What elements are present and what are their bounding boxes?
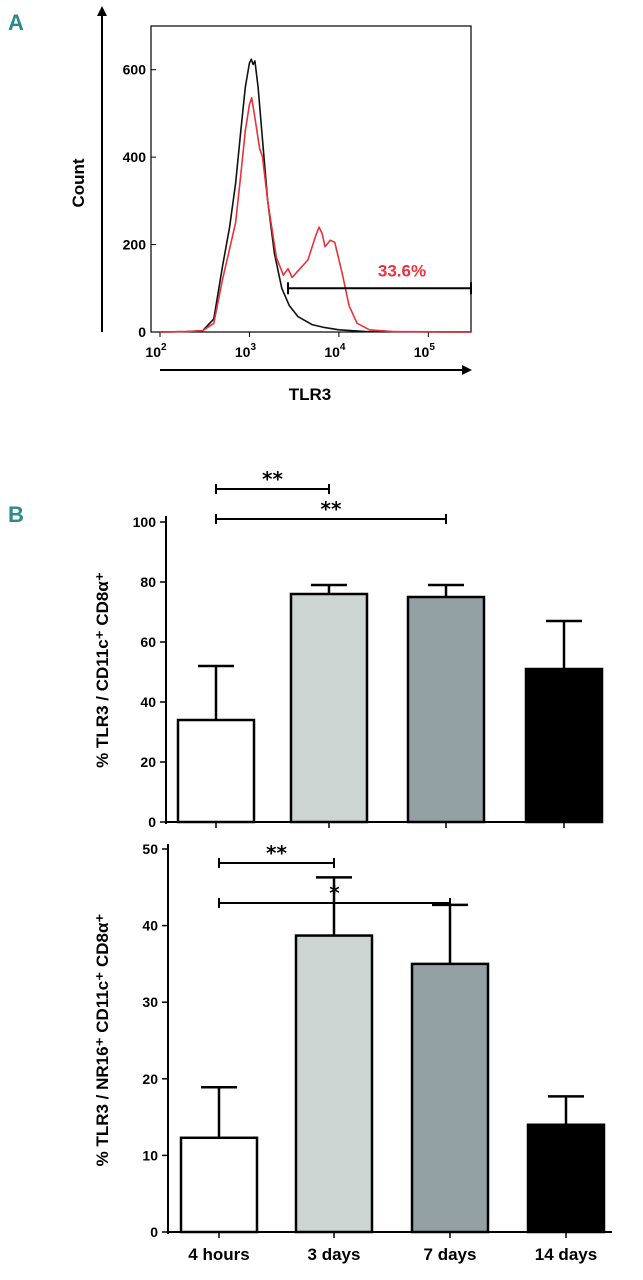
bar [406,595,486,824]
bar-y-tick-label: 40 [142,918,158,934]
bar-y-tick-label: 20 [142,1071,158,1087]
significance-stars: ** [262,467,283,491]
bar-y-tick-label: 10 [142,1147,158,1163]
bar-y-tick-label: 100 [133,514,157,530]
bar-category-label: 3 days [308,1245,361,1264]
significance-stars: ** [321,497,342,521]
histogram-y-tick-label: 200 [123,237,147,253]
bar1-y-label: % TLR3 / CD11c⁺ CD8α⁺ [93,572,112,768]
bar-y-tick-label: 0 [148,814,156,830]
histogram-panel: Count TLR3 0 200 400 600 102 103 104 105 33.6% [69,6,472,404]
bar [526,1123,606,1234]
bar2-y-label: % TLR3 / NR16⁺ CD11c⁺ CD8α⁺ [93,914,112,1167]
panel-letter-a: A [8,10,24,35]
histogram-y-tick-label: 600 [123,62,147,78]
histogram-frame [150,25,472,333]
histogram-y-tick-label: 400 [123,149,147,165]
significance-stars: * [329,881,340,905]
bar-category-label: 7 days [424,1245,477,1264]
histogram-x-tick-label: 105 [414,342,436,360]
bar [294,934,374,1234]
histogram-x-label: TLR3 [289,385,332,404]
bar [176,718,256,824]
bar-y-tick-label: 20 [140,754,156,770]
significance-stars: ** [266,841,287,865]
gate-percent-label: 33.6% [378,261,426,280]
bar [179,1136,259,1234]
bar [289,592,369,824]
bar-y-tick-label: 80 [140,574,156,590]
histogram-series-control [159,58,472,333]
histogram-x-tick-label: 104 [324,342,346,360]
bar-y-tick-label: 30 [142,994,158,1010]
histogram-x-tick-label: 102 [145,342,167,360]
bar-category-label: 14 days [535,1245,597,1264]
bar [524,667,604,824]
bar-category-label: 4 hours [188,1245,249,1264]
bar-chart-tlr3: % TLR3 / CD11c⁺ CD8α⁺ 0 20 40 60 80 100 ** ** [93,467,604,830]
bar-chart-tlr3-nr16: % TLR3 / NR16⁺ CD11c⁺ CD8α⁺ 0 10 20 30 40 50 4… [93,841,612,1264]
bar-y-tick-label: 0 [150,1224,158,1240]
bar-y-tick-label: 40 [140,694,156,710]
histogram-y-tick-label: 0 [138,324,146,340]
histogram-y-label: Count [69,158,88,207]
bar [410,962,490,1234]
histogram-x-tick-label: 103 [235,342,257,360]
panel-letter-b: B [8,502,24,527]
bar-y-tick-label: 60 [140,634,156,650]
histogram-series-TLR3 [159,96,472,333]
bar-y-tick-label: 50 [142,841,158,857]
